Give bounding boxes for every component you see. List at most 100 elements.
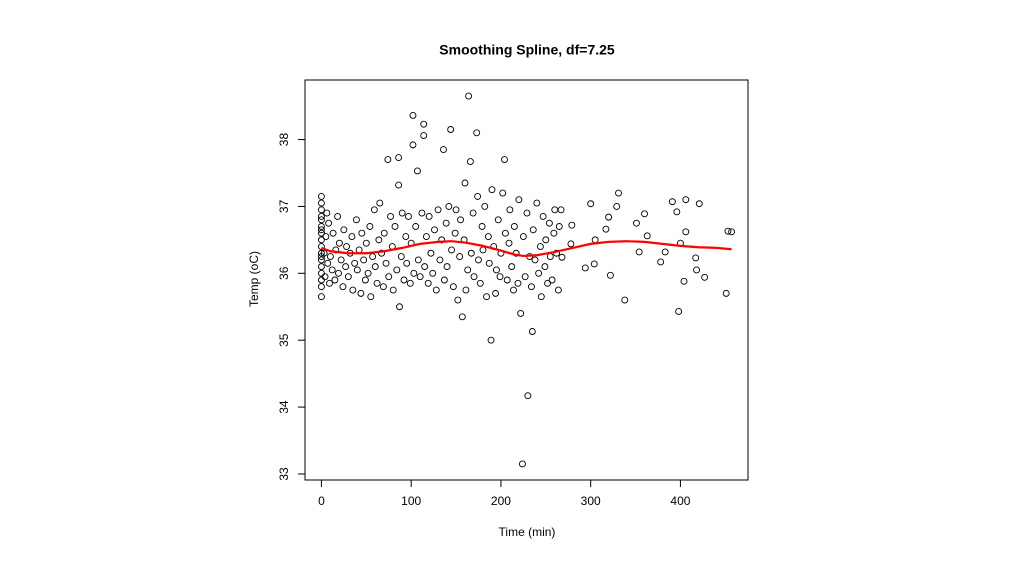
data-point — [427, 249, 435, 257]
data-point — [443, 263, 451, 271]
x-tick-label: 400 — [670, 494, 690, 508]
data-point — [317, 249, 325, 257]
data-point — [682, 228, 690, 236]
data-point — [499, 189, 507, 197]
data-point — [324, 259, 332, 267]
data-point — [321, 273, 329, 281]
data-point — [550, 229, 558, 237]
data-point — [317, 192, 325, 200]
data-point — [317, 293, 325, 301]
data-point — [668, 198, 676, 206]
data-point — [425, 213, 433, 220]
data-point — [531, 256, 539, 264]
data-point — [451, 229, 459, 237]
data-point — [323, 209, 331, 217]
data-point — [339, 283, 347, 291]
data-point — [485, 259, 493, 267]
data-point — [379, 283, 387, 291]
data-point — [438, 236, 446, 244]
data-point — [487, 336, 495, 344]
data-point — [473, 129, 481, 137]
data-point — [590, 260, 598, 268]
data-point — [326, 279, 333, 287]
data-point — [478, 223, 486, 230]
data-point — [581, 264, 589, 272]
data-point — [367, 293, 375, 301]
data-point — [467, 249, 475, 257]
data-point — [632, 219, 640, 227]
data-point — [385, 273, 393, 281]
data-point — [422, 233, 430, 240]
data-point — [462, 286, 470, 294]
data-point — [615, 189, 622, 197]
data-point — [406, 279, 414, 287]
x-tick-label: 300 — [581, 494, 601, 508]
data-point — [533, 199, 541, 207]
data-point — [501, 229, 509, 237]
y-tick-label: 34 — [277, 400, 291, 414]
data-point — [557, 206, 565, 214]
data-point — [414, 256, 422, 264]
data-point — [613, 202, 621, 210]
data-point — [360, 256, 368, 264]
data-point — [348, 233, 356, 240]
data-point — [657, 258, 665, 266]
data-point — [322, 233, 330, 240]
data-point — [682, 196, 690, 204]
data-point — [326, 253, 334, 261]
data-point — [544, 279, 552, 287]
data-point — [621, 296, 629, 304]
data-point — [476, 279, 484, 287]
x-axis-label: Time (min) — [499, 525, 556, 539]
x-tick-label: 100 — [401, 494, 421, 508]
data-point — [510, 286, 517, 294]
data-point — [429, 269, 437, 277]
data-point — [320, 249, 328, 257]
data-point — [317, 243, 325, 251]
data-point — [335, 239, 343, 247]
data-point — [535, 269, 543, 277]
data-point — [351, 259, 359, 267]
data-point — [488, 186, 496, 194]
data-point — [395, 154, 403, 162]
data-point — [567, 240, 575, 248]
data-point — [449, 283, 457, 291]
y-tick-label: 38 — [277, 133, 291, 147]
data-point — [675, 307, 683, 315]
data-point — [409, 112, 417, 119]
data-point — [492, 289, 499, 297]
data-point — [442, 219, 450, 227]
data-point — [409, 141, 417, 149]
data-point — [447, 126, 455, 133]
data-point — [521, 273, 529, 281]
chart-title: Smoothing Spline, df=7.25 — [439, 42, 615, 58]
data-point — [373, 279, 381, 287]
data-point — [606, 271, 614, 279]
data-point — [475, 256, 482, 264]
data-point — [692, 254, 700, 262]
data-point — [496, 273, 504, 281]
y-tick-label: 37 — [277, 199, 291, 213]
data-point — [402, 233, 410, 240]
data-point — [376, 199, 384, 207]
data-point — [397, 253, 405, 261]
data-point — [514, 279, 522, 287]
data-point — [484, 233, 492, 240]
data-point — [396, 303, 403, 311]
data-point — [389, 286, 397, 294]
data-point — [329, 229, 337, 237]
data-point — [541, 263, 549, 271]
data-point — [466, 158, 474, 166]
data-point — [370, 206, 378, 214]
data-point — [331, 276, 339, 284]
data-point — [680, 277, 688, 285]
data-point — [635, 248, 643, 256]
data-point — [403, 259, 411, 267]
data-point — [340, 226, 348, 234]
data-point — [524, 392, 532, 400]
data-point — [501, 156, 508, 164]
data-point — [545, 219, 553, 227]
